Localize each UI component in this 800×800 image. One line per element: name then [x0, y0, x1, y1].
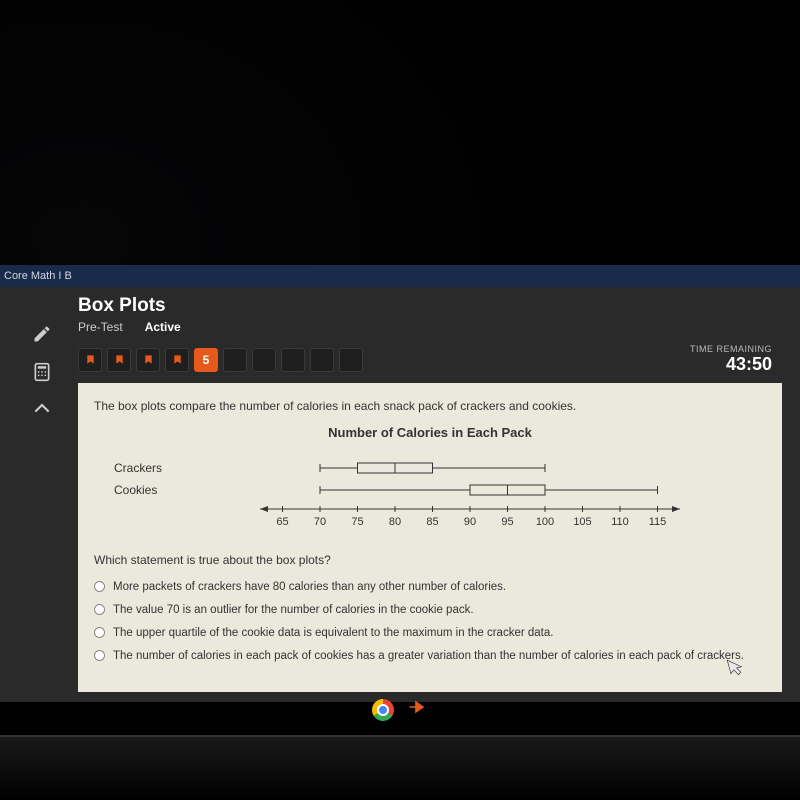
- course-bar: Core Math I B: [0, 265, 800, 287]
- question-prompt: Which statement is true about the box pl…: [94, 551, 766, 569]
- question-nav-8[interactable]: [281, 348, 305, 372]
- main-area: Box Plots Pre-Test Active 5 TIME REMAINI…: [0, 287, 800, 702]
- option-text: The upper quartile of the cookie data is…: [113, 625, 553, 642]
- lesson-title: Box Plots: [78, 295, 800, 317]
- boxplot-crackers: [194, 457, 746, 479]
- lesson-mode: Pre-Test: [78, 320, 123, 334]
- calculator-icon[interactable]: [30, 360, 54, 384]
- svg-text:85: 85: [426, 516, 438, 528]
- question-nav-6[interactable]: [223, 348, 247, 372]
- radio-icon: [94, 650, 105, 661]
- series-label-1: Cookies: [114, 481, 194, 499]
- tool-sidebar: [30, 322, 54, 422]
- svg-text:75: 75: [351, 516, 363, 528]
- svg-text:70: 70: [314, 516, 326, 528]
- collapse-icon[interactable]: [30, 398, 54, 422]
- lesson-status: Active: [145, 320, 181, 334]
- answer-option-3[interactable]: The number of calories in each pack of c…: [94, 648, 766, 665]
- radio-icon: [94, 627, 105, 638]
- question-nav-2[interactable]: [107, 348, 131, 372]
- pencil-icon[interactable]: [30, 322, 54, 346]
- answer-option-1[interactable]: The value 70 is an outlier for the numbe…: [94, 602, 766, 619]
- svg-text:105: 105: [573, 516, 591, 528]
- timer-value: 43:50: [690, 354, 772, 375]
- question-nav-3[interactable]: [136, 348, 160, 372]
- question-nav-10[interactable]: [339, 348, 363, 372]
- svg-text:115: 115: [649, 516, 667, 528]
- chart-title: Number of Calories in Each Pack: [94, 423, 766, 443]
- question-panel: The box plots compare the number of calo…: [78, 383, 782, 692]
- forward-arrow-icon[interactable]: [406, 696, 428, 724]
- taskbar: [0, 695, 800, 725]
- option-text: The number of calories in each pack of c…: [113, 648, 744, 665]
- boxplot-chart: Crackers Cookies 65 70 75 80 85 90 95 100 105 110…: [94, 453, 766, 541]
- question-nav-7[interactable]: [252, 348, 276, 372]
- question-nav-1[interactable]: [78, 348, 102, 372]
- boxplot-axis: 65 70 75 80 85 90 95 100 105 110 115: [194, 503, 746, 531]
- lesson-header: Box Plots Pre-Test Active: [0, 287, 800, 338]
- timer-label: TIME REMAINING: [690, 344, 772, 354]
- svg-text:80: 80: [389, 516, 401, 528]
- course-name: Core Math I B: [4, 270, 72, 282]
- monitor-bezel: [0, 735, 800, 800]
- answer-option-2[interactable]: The upper quartile of the cookie data is…: [94, 625, 766, 642]
- question-intro: The box plots compare the number of calo…: [94, 397, 766, 415]
- series-label-0: Crackers: [114, 459, 194, 477]
- question-nav-current[interactable]: 5: [194, 348, 218, 372]
- svg-text:95: 95: [501, 516, 513, 528]
- chrome-icon[interactable]: [372, 699, 394, 721]
- option-text: The value 70 is an outlier for the numbe…: [113, 602, 474, 619]
- answer-option-0[interactable]: More packets of crackers have 80 calorie…: [94, 579, 766, 596]
- boxplot-cookies: [194, 479, 746, 501]
- answer-options: More packets of crackers have 80 calorie…: [94, 579, 766, 666]
- radio-icon: [94, 581, 105, 592]
- svg-text:90: 90: [464, 516, 476, 528]
- question-nav: 5 TIME REMAINING 43:50: [0, 338, 800, 383]
- radio-icon: [94, 604, 105, 615]
- question-nav-4[interactable]: [165, 348, 189, 372]
- svg-text:65: 65: [276, 516, 288, 528]
- timer: TIME REMAINING 43:50: [690, 344, 772, 375]
- option-text: More packets of crackers have 80 calorie…: [113, 579, 506, 596]
- svg-text:110: 110: [611, 516, 629, 528]
- question-nav-9[interactable]: [310, 348, 334, 372]
- svg-text:100: 100: [536, 516, 554, 528]
